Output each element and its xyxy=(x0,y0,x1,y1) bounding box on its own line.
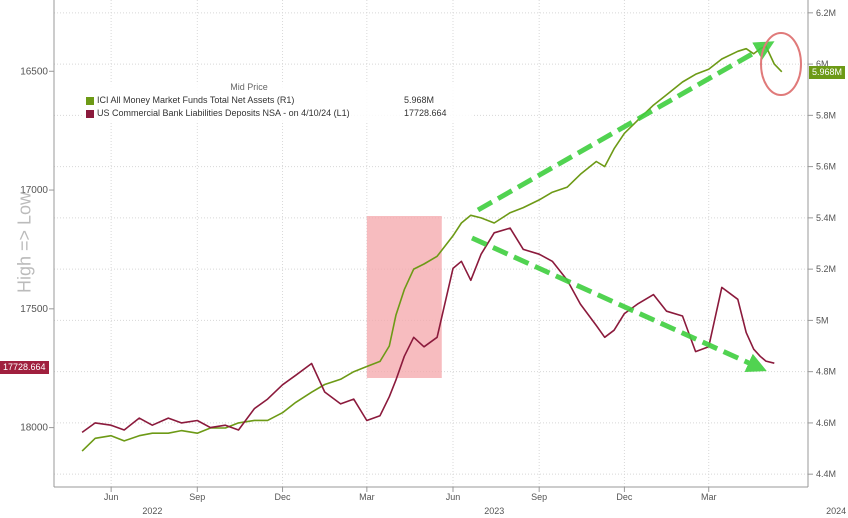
y-right-tick-1: 4.6M xyxy=(816,418,836,428)
x-tick-7: Mar xyxy=(701,492,717,502)
legend-item-bank-deposits: US Commercial Bank Liabilities Deposits … xyxy=(84,108,470,120)
highlight-region xyxy=(366,216,442,378)
x-year-2: 2024 xyxy=(826,506,846,516)
y-axis-right: 4.4M 4.6M 4.8M 5M 5.2M 5.4M 5.6M 5.8M 6M 6.2M xyxy=(808,8,836,479)
legend-value-money-market: 5.968M xyxy=(404,95,435,105)
y-left-tick-3: 18000 xyxy=(20,423,48,434)
last-value-tag-right: 5.968M xyxy=(809,66,846,79)
y-right-tick-4: 5.2M xyxy=(816,264,836,274)
x-year-0: 2022 xyxy=(142,506,162,516)
latest-value-circle xyxy=(760,32,802,96)
y-right-tick-6: 5.6M xyxy=(816,162,836,172)
y-right-tick-3: 5M xyxy=(816,315,829,325)
arrow-down xyxy=(470,235,767,372)
x-tick-5: Sep xyxy=(531,492,547,502)
x-tick-6: Dec xyxy=(616,492,633,502)
gridlines xyxy=(54,0,808,487)
legend-name-money-market: ICI All Money Market Funds Total Net Ass… xyxy=(97,95,295,105)
y-right-tick-9: 6.2M xyxy=(816,8,836,18)
last-value-tag-left: 17728.664 xyxy=(0,361,49,374)
series-line-money-market xyxy=(81,45,783,452)
y-right-tick-5: 5.4M xyxy=(816,213,836,223)
y-left-tick-2: 17500 xyxy=(20,304,48,315)
legend-swatch-bank-deposits xyxy=(86,110,94,118)
trend-arrows xyxy=(470,41,775,372)
y-left-tick-0: 16500 xyxy=(20,66,48,77)
x-year-1: 2023 xyxy=(484,506,504,516)
legend-title: Mid Price xyxy=(230,82,268,92)
y-right-tick-2: 4.8M xyxy=(816,367,836,377)
x-tick-1: Sep xyxy=(189,492,205,502)
series-lines xyxy=(81,45,783,452)
legend-swatch-money-market xyxy=(86,97,94,105)
series-line-bank-deposits xyxy=(81,227,775,434)
x-tick-4: Jun xyxy=(446,492,461,502)
legend-value-bank-deposits: 17728.664 xyxy=(404,108,447,118)
x-tick-2: Dec xyxy=(275,492,292,502)
y-axis-left: 16500 17000 17500 18000 xyxy=(20,66,54,434)
left-axis-label: High => Low xyxy=(14,191,35,294)
y-left-tick-1: 17000 xyxy=(20,185,48,196)
x-tick-0: Jun xyxy=(104,492,119,502)
x-axis: Jun Sep Dec Mar Jun Sep Dec Mar 2022 2023 2024 xyxy=(104,487,846,516)
x-tick-3: Mar xyxy=(359,492,375,502)
y-right-tick-8: 6M xyxy=(816,59,829,69)
y-right-tick-7: 5.8M xyxy=(816,110,836,120)
y-right-tick-0: 4.4M xyxy=(816,469,836,479)
legend-item-money-market: ICI All Money Market Funds Total Net Ass… xyxy=(84,95,470,107)
legend: Mid Price ICI All Money Market Funds Tot… xyxy=(84,82,474,122)
legend-name-bank-deposits: US Commercial Bank Liabilities Deposits … xyxy=(97,108,350,118)
arrow-up xyxy=(476,41,775,213)
